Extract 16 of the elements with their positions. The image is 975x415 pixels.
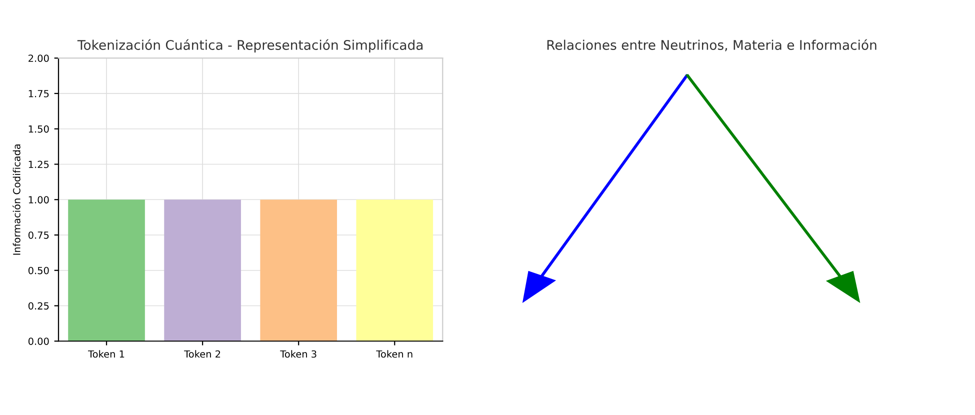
y-tick-label: 0.50 xyxy=(28,266,49,274)
y-tick-label: 2.00 xyxy=(28,54,49,62)
x-tick-label: Token 3 xyxy=(280,350,316,358)
y-tick-label: 1.00 xyxy=(28,196,49,204)
y-tick-label: 0.75 xyxy=(28,231,49,239)
y-tick-label: 1.50 xyxy=(28,125,49,133)
x-tick-label: Token n xyxy=(376,350,412,358)
y-tick-label: 1.75 xyxy=(28,90,49,98)
y-tick-label: 0.00 xyxy=(28,338,49,345)
x-tick-label: Token 2 xyxy=(184,350,220,358)
y-tick-label: 0.25 xyxy=(28,302,49,310)
y-tick-label: 1.25 xyxy=(28,160,49,168)
chart-title: Tokenización Cuántica - Representación Simplificada xyxy=(77,39,423,53)
y-axis-title: Información Codificada xyxy=(12,144,20,255)
x-tick-label: Token 1 xyxy=(88,350,124,358)
text: Relaciones entre Neutrinos, Materia e Información xyxy=(547,39,876,52)
